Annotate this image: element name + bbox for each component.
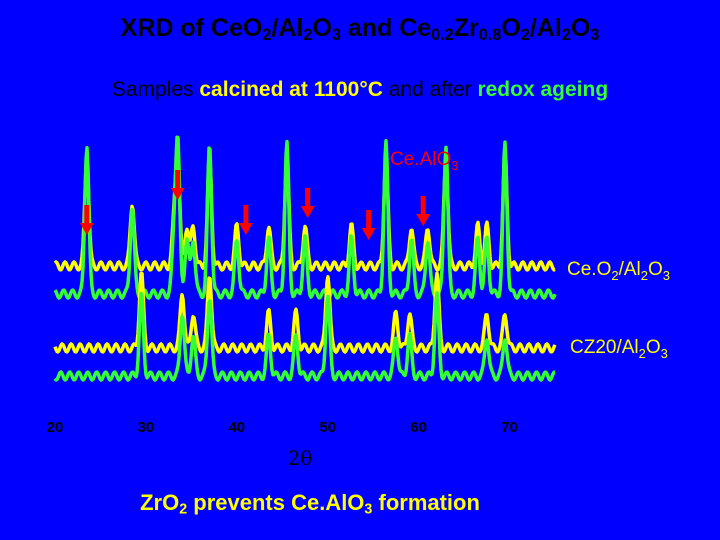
- trace-ceo2-calcined: [53, 150, 556, 272]
- trace-cz20-aged: [53, 291, 556, 382]
- ceal03-arrow-icon: [300, 188, 315, 218]
- x-axis-label: 2θ: [288, 446, 313, 470]
- x-tick-label: 50: [319, 419, 336, 436]
- chart-subtitle: Samples calcined at 1100°C and after red…: [111, 78, 609, 101]
- ceal03-arrow-icon: [238, 205, 253, 235]
- x-tick-label: 60: [410, 419, 427, 436]
- ceal03-label: Ce.AlO3: [390, 149, 458, 173]
- trace-ceo2-aged: [53, 135, 557, 300]
- ceal03-arrow-icon: [170, 170, 185, 200]
- x-tick-label: 70: [501, 419, 518, 436]
- chart-title: XRD of CeO2/Al2O3 and Ce0.2Zr0.8O2/Al2O3: [120, 14, 600, 45]
- series-label-cz20: CZ20/Al2O3: [570, 337, 668, 361]
- x-tick-label: 30: [138, 419, 155, 436]
- ceal03-arrow-icon: [79, 205, 94, 235]
- ceal03-arrow-icon: [416, 196, 431, 226]
- ceal03-arrow-icon: [361, 210, 376, 240]
- x-tick-label: 40: [228, 419, 245, 436]
- series-label-ceo2: Ce.O2/Al2O3: [567, 259, 670, 283]
- x-tick-label: 20: [47, 419, 64, 436]
- conclusion-text: ZrO2 prevents Ce.AlO3 formation: [140, 490, 480, 518]
